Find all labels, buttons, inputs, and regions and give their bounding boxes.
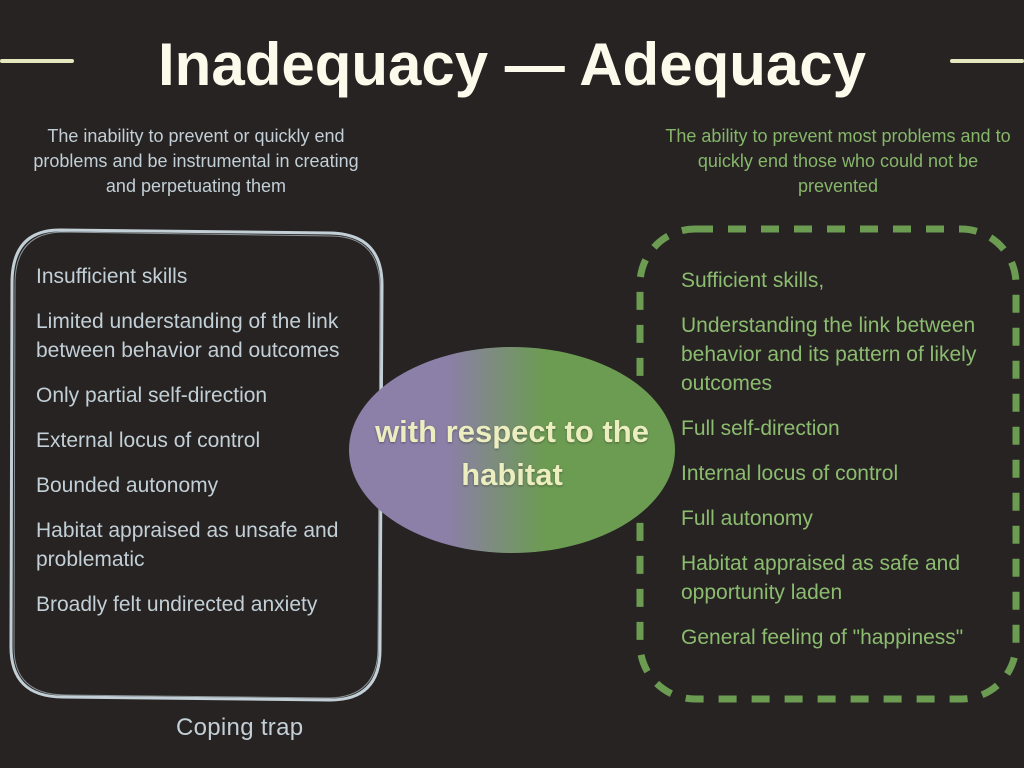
title-rule-left bbox=[0, 59, 74, 63]
list-item: Broadly felt undirected anxiety bbox=[36, 593, 318, 616]
list-item: Full autonomy bbox=[681, 507, 813, 530]
inadequacy-frame-sketch bbox=[13, 231, 381, 699]
inadequacy-frame bbox=[9, 228, 384, 702]
list-item: Sufficient skills, bbox=[681, 269, 825, 292]
page-title: Inadequacy — Adequacy bbox=[158, 31, 866, 98]
habitat-label: with respect to the habitat bbox=[375, 414, 649, 492]
list-item: General feeling of "happiness" bbox=[681, 626, 964, 649]
habitat-ellipse bbox=[349, 347, 675, 553]
list-item: Limited understanding of the link betwee… bbox=[36, 310, 340, 362]
inadequacy-definition: The inability to prevent or quickly end … bbox=[33, 126, 359, 196]
list-item: Habitat appraised as unsafe and problema… bbox=[36, 519, 339, 571]
title-rule-right bbox=[950, 59, 1024, 63]
list-item: Only partial self-direction bbox=[36, 384, 268, 407]
list-item: Bounded autonomy bbox=[36, 474, 219, 497]
list-item: Insufficient skills bbox=[36, 265, 188, 288]
list-item: External locus of control bbox=[36, 429, 261, 452]
inadequacy-list: Insufficient skills Limited understandin… bbox=[36, 262, 356, 635]
coping-trap-caption: Coping trap bbox=[176, 714, 304, 741]
list-item: Understanding the link between behavior … bbox=[681, 314, 977, 395]
adequacy-list: Sufficient skills, Understanding the lin… bbox=[681, 266, 1001, 668]
list-item: Internal locus of control bbox=[681, 462, 899, 485]
list-item: Full self-direction bbox=[681, 417, 840, 440]
adequacy-definition: The ability to prevent most problems and… bbox=[665, 126, 1011, 196]
list-item: Habitat appraised as safe and opportunit… bbox=[681, 552, 961, 604]
